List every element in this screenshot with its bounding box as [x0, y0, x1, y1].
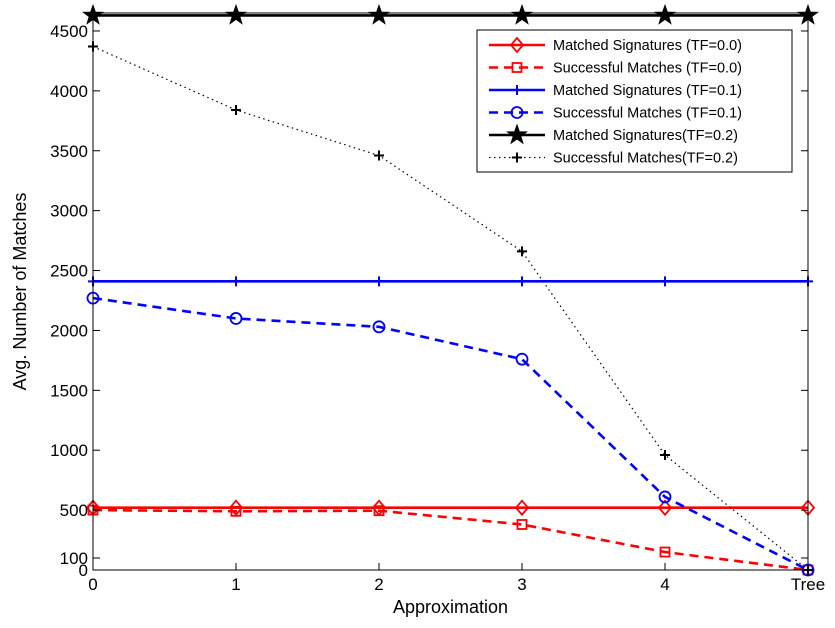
series-4	[86, 291, 815, 577]
legend: Matched Signatures (TF=0.0) Successful Ma…	[476, 29, 793, 173]
y-tick-label: 1500	[50, 381, 88, 400]
legend-box	[476, 29, 793, 173]
legend-label: Successful Matches(TF=0.2)	[553, 151, 738, 167]
diamond-marker	[509, 36, 525, 54]
y-tick-label: 100	[60, 549, 88, 568]
y-axis-label: Avg. Number of Matches	[10, 193, 30, 391]
series-3	[88, 276, 813, 287]
legend-entry-2: Successful Matches (TF=0.0)	[489, 61, 742, 77]
plus-marker	[512, 152, 522, 163]
square-marker	[230, 505, 242, 517]
y-tick-label: 4000	[50, 82, 88, 101]
circle-marker	[229, 312, 243, 325]
legend-entry-4: Successful Matches (TF=0.1)	[489, 106, 742, 122]
plus-marker	[512, 85, 522, 95]
y-tick-label: 2500	[50, 262, 88, 281]
plus-marker	[231, 276, 241, 287]
legend-label: Matched Signatures (TF=0.1)	[553, 83, 742, 99]
x-tick-label: 1	[231, 575, 240, 594]
plus-marker	[660, 276, 670, 287]
plus-marker	[374, 150, 384, 161]
square-marker	[516, 519, 528, 530]
series-5	[82, 3, 819, 25]
square-marker	[511, 62, 523, 73]
y-tick-label: 3500	[50, 142, 88, 161]
circle-marker	[658, 490, 672, 504]
diamond-marker	[657, 499, 673, 517]
series-line	[92, 508, 809, 572]
circle-marker	[510, 106, 524, 119]
legend-label: Matched Signatures(TF=0.2)	[553, 128, 738, 144]
x-tick-label: Tree	[791, 575, 825, 594]
x-tick-label: 0	[88, 575, 97, 594]
circle-marker	[515, 352, 529, 366]
square-marker	[659, 546, 671, 558]
plus-marker	[660, 450, 670, 461]
plot-frame	[92, 12, 809, 571]
plus-marker	[517, 276, 527, 287]
series-1	[85, 499, 816, 517]
plus-marker	[231, 105, 241, 116]
y-tick-label: 4500	[50, 22, 88, 41]
legend-label: Successful Matches (TF=0.1)	[553, 106, 742, 122]
legend-label: Successful Matches (TF=0.0)	[553, 61, 742, 77]
y-tick-label: 500	[60, 501, 88, 520]
plus-marker	[374, 276, 384, 287]
x-tick-label: 4	[660, 575, 669, 594]
legend-entry-6: Successful Matches(TF=0.2)	[489, 151, 738, 167]
y-tick-label: 3000	[50, 202, 88, 221]
circle-marker	[372, 320, 386, 334]
legend-entry-1: Matched Signatures (TF=0.0)	[489, 36, 742, 54]
legend-entry-5: Matched Signatures(TF=0.2)	[489, 123, 738, 145]
series-line	[92, 45, 809, 571]
square-marker	[373, 505, 385, 517]
series-line	[92, 296, 809, 572]
star-marker	[506, 123, 528, 145]
y-tick-label: 1000	[50, 441, 88, 460]
x-tick-label: 3	[517, 575, 526, 594]
legend-label: Matched Signatures (TF=0.0)	[553, 38, 742, 54]
diamond-marker	[514, 499, 530, 517]
plus-marker	[517, 246, 527, 257]
legend-entry-3: Matched Signatures (TF=0.1)	[489, 83, 742, 99]
x-tick-label: 2	[374, 575, 383, 594]
x-axis-label: Approximation	[393, 597, 508, 617]
y-tick-label: 0	[79, 561, 88, 580]
y-tick-label: 2000	[50, 321, 88, 340]
diamond-marker	[228, 499, 244, 517]
